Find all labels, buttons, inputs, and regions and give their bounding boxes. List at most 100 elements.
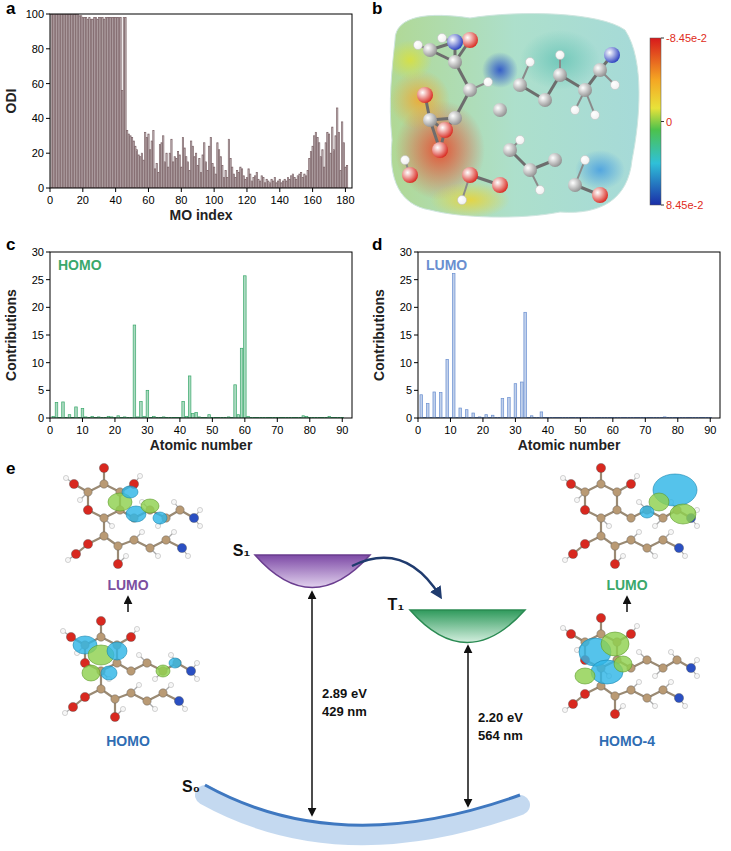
x-tick xyxy=(147,418,148,422)
atom xyxy=(414,41,423,50)
bar xyxy=(317,138,318,188)
y-tick-label: 60 xyxy=(32,78,44,90)
x-axis-title: MO index xyxy=(169,207,232,223)
x-tick xyxy=(612,418,613,422)
x-axis-title: Atomic number xyxy=(518,437,621,453)
bar xyxy=(90,19,91,188)
y-tick-label: 25 xyxy=(400,274,412,286)
atom xyxy=(578,83,592,97)
bar xyxy=(177,151,178,188)
atom xyxy=(597,514,605,522)
transition-energy: 2.89 eV xyxy=(322,686,367,701)
x-tick xyxy=(181,188,182,192)
x-tick xyxy=(547,418,548,422)
atom xyxy=(620,703,625,708)
bar xyxy=(228,139,229,188)
atom xyxy=(447,34,463,50)
x-tick-label: 40 xyxy=(174,424,186,436)
x-tick xyxy=(677,418,678,422)
bar xyxy=(161,143,162,188)
bar xyxy=(337,108,338,188)
x-tick-label: 180 xyxy=(336,194,354,206)
y-tick xyxy=(46,188,50,189)
y-tick-label: 20 xyxy=(400,301,412,313)
atom xyxy=(652,673,657,678)
bar xyxy=(291,176,292,188)
y-tick-label: 0 xyxy=(38,412,44,424)
atom xyxy=(568,178,582,192)
x-tick-label: 0 xyxy=(415,424,421,436)
state-label: S₀ xyxy=(182,778,200,795)
atom xyxy=(606,523,611,528)
y-tick xyxy=(46,83,50,84)
bar xyxy=(245,179,246,188)
y-tick xyxy=(414,390,418,391)
atom xyxy=(185,553,190,558)
y-tick xyxy=(46,307,50,308)
x-tick-label: 80 xyxy=(672,424,684,436)
transition-arrow xyxy=(311,592,313,815)
atom xyxy=(652,523,657,528)
y-tick-label: 15 xyxy=(32,329,44,341)
bar xyxy=(292,174,293,188)
bar xyxy=(241,169,242,188)
bar xyxy=(135,146,136,188)
bar xyxy=(159,145,160,189)
orbital-label: HOMO-4 xyxy=(599,733,655,749)
bar xyxy=(163,136,164,188)
atom xyxy=(643,544,651,552)
bar xyxy=(246,178,247,188)
y-tick xyxy=(46,390,50,391)
bar xyxy=(305,176,306,188)
atom xyxy=(159,689,167,697)
bar xyxy=(310,151,311,188)
bar xyxy=(446,359,449,418)
bar xyxy=(521,382,524,418)
y-axis-title: Contributions xyxy=(371,289,387,381)
bar xyxy=(192,414,195,418)
bar xyxy=(58,14,59,188)
bar xyxy=(205,162,206,188)
bar xyxy=(169,153,170,188)
bar xyxy=(307,171,308,188)
x-tick xyxy=(342,418,343,422)
plot-frame xyxy=(418,252,720,418)
y-tick-label: 20 xyxy=(32,301,44,313)
y-tick-label: 0 xyxy=(406,412,412,424)
atom xyxy=(627,686,635,694)
bar xyxy=(140,401,143,418)
atom xyxy=(432,142,448,158)
bar xyxy=(199,158,200,188)
bar xyxy=(338,132,339,188)
panel-letter: c xyxy=(6,235,15,254)
bar xyxy=(145,132,146,188)
orbital-lobe xyxy=(82,665,100,681)
x-tick xyxy=(244,418,245,422)
x-axis-title: Atomic number xyxy=(150,437,253,453)
bar xyxy=(322,150,323,188)
atom xyxy=(77,497,82,502)
bar xyxy=(140,157,141,188)
atom xyxy=(636,529,641,534)
bar xyxy=(264,183,265,188)
bar-panel: 0510152025300102030405060708090Atomic nu… xyxy=(3,235,352,453)
bar xyxy=(130,136,131,188)
x-tick xyxy=(645,418,646,422)
atom xyxy=(71,549,80,558)
bar xyxy=(131,138,132,188)
bar xyxy=(540,412,543,418)
y-tick-label: 0 xyxy=(38,182,44,194)
bar xyxy=(120,17,121,188)
isc-arrow xyxy=(352,558,440,596)
colorbar-tick xyxy=(661,121,664,122)
bar xyxy=(325,143,326,188)
bar xyxy=(323,167,324,188)
bar xyxy=(149,150,150,188)
x-tick-label: 20 xyxy=(109,424,121,436)
atom xyxy=(462,167,478,183)
bar xyxy=(94,17,95,188)
orbital-label: HOMO xyxy=(106,733,150,749)
x-tick-label: 30 xyxy=(141,424,153,436)
atom xyxy=(580,539,589,548)
x-tick-label: 20 xyxy=(77,194,89,206)
